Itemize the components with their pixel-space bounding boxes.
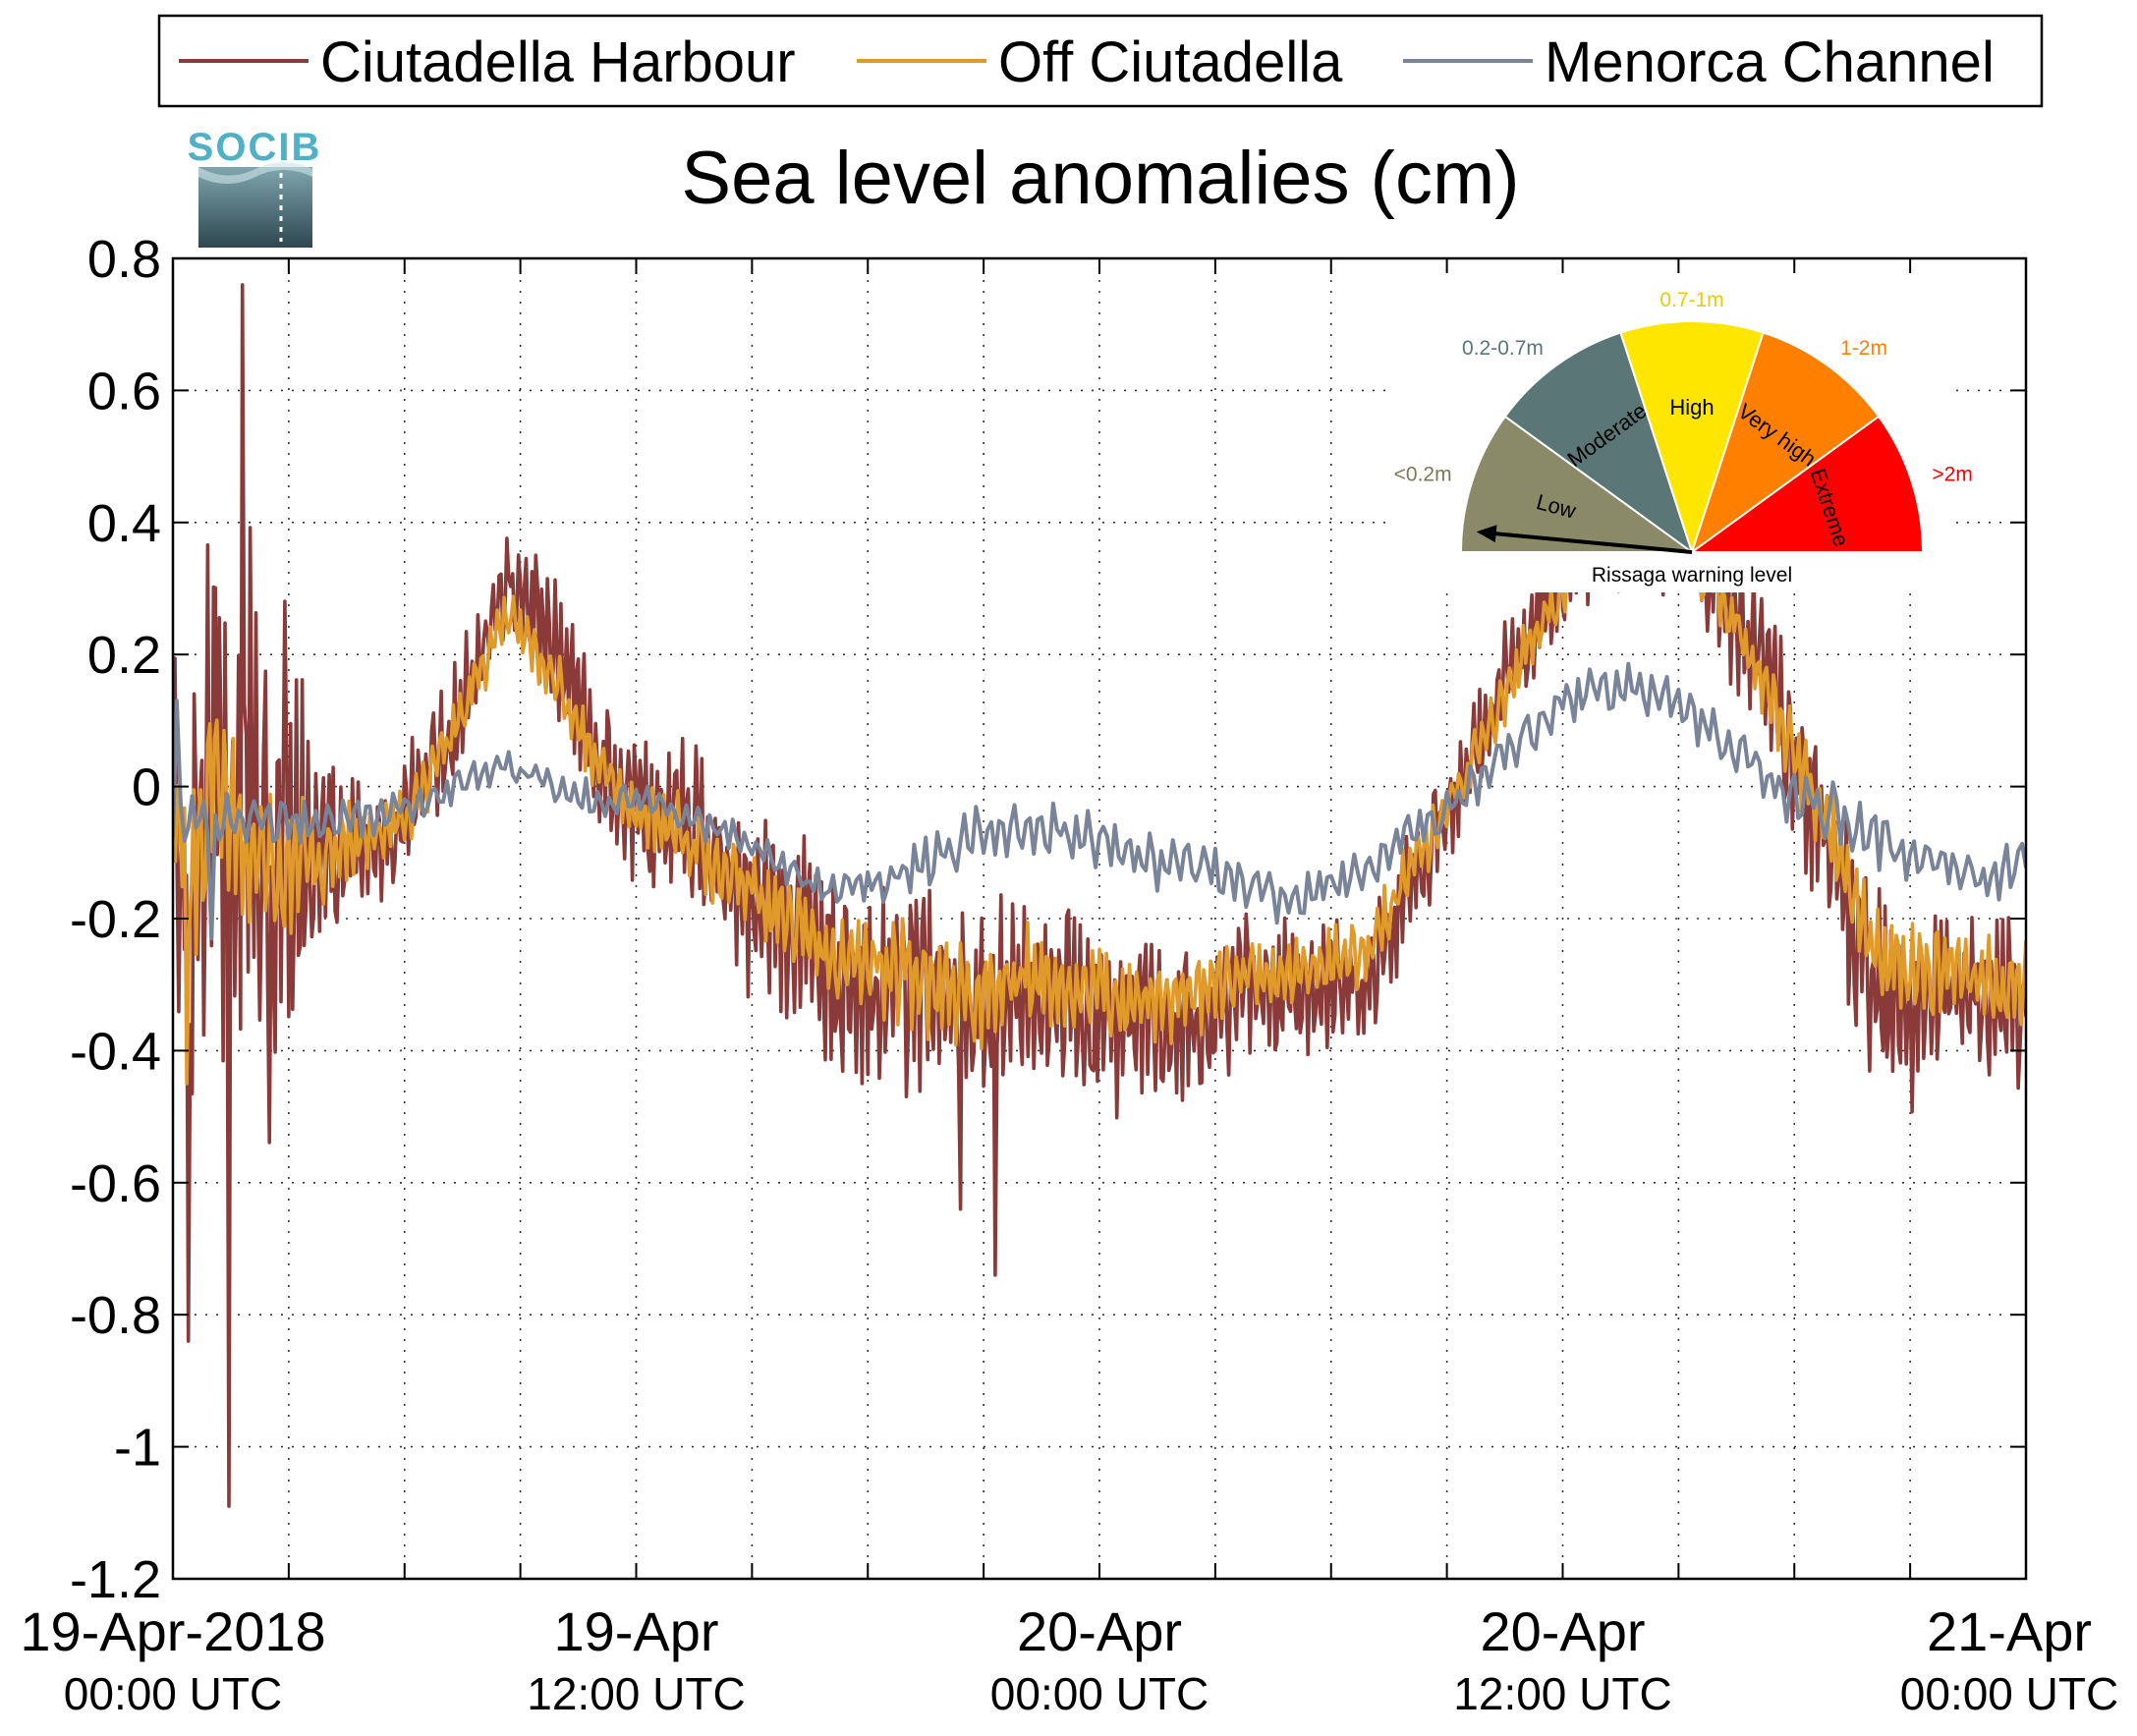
x-tick-date-label: 21-Apr	[1927, 1600, 2092, 1662]
socib-logo: SOCIB	[188, 126, 322, 248]
x-tick-date-label: 20-Apr	[1480, 1600, 1645, 1662]
legend-entry-ciutadella-harbour: Ciutadella Harbour	[179, 30, 796, 94]
x-tick-date-label: 20-Apr	[1017, 1600, 1182, 1662]
x-tick-time-label: 00:00 UTC	[64, 1668, 282, 1719]
series-line-menorca-channel	[173, 661, 2026, 941]
y-tick-label: -1.2	[70, 1550, 161, 1609]
y-tick-label: -0.2	[70, 890, 161, 949]
gauge-title: Rissaga warning level	[1592, 564, 1792, 587]
gauge-range-extreme: >2m	[1932, 464, 1972, 486]
gauge-range-high: 0.7-1m	[1659, 289, 1723, 311]
logo-wave-icon	[198, 162, 312, 184]
legend-entry-menorca-channel: Menorca Channel	[1403, 30, 1995, 94]
gauge-label-high: High	[1669, 395, 1714, 420]
gauge-segment-high	[1619, 320, 1765, 556]
x-tick-time-label: 00:00 UTC	[990, 1668, 1209, 1719]
y-tick-label: 0.8	[87, 230, 161, 289]
gauge-needle	[1480, 530, 1693, 554]
x-tick-time-label: 00:00 UTC	[1900, 1668, 2118, 1719]
legend-box	[157, 14, 2044, 108]
y-tick-label: 0.4	[87, 494, 161, 553]
legend-entry-off-ciutadella: Off Ciutadella	[857, 30, 1343, 94]
logo-text: SOCIB	[188, 126, 322, 169]
gauge-range-moderate: 0.2-0.7m	[1462, 337, 1544, 360]
gauge-range-low: <0.2m	[1394, 464, 1452, 486]
y-tick-label: -0.4	[70, 1022, 161, 1081]
y-tick-label: 0.6	[87, 362, 161, 420]
chart-title: Sea level anomalies (cm)	[681, 137, 1519, 220]
y-axis: 0.8 0.6 0.4 0.2 0 -0.2 -0.4 -0.6 -0.8 -1 -1.2	[70, 230, 2026, 1609]
y-tick-label: -0.8	[70, 1286, 161, 1345]
gauge-segment-moderate	[1503, 331, 1694, 555]
x-tick-time-label: 12:00 UTC	[1453, 1668, 1671, 1719]
legend-label-ciutadella-harbour: Ciutadella Harbour	[320, 30, 796, 94]
y-tick-label: 0.2	[87, 626, 161, 685]
gauge-segment-very-high	[1690, 331, 1881, 555]
legend: Ciutadella Harbour Off Ciutadella Menorc…	[157, 14, 2044, 108]
gauge-segment-extreme	[1688, 415, 1925, 553]
y-tick-label: 0	[132, 758, 161, 817]
legend-label-off-ciutadella: Off Ciutadella	[998, 30, 1343, 94]
gauge-needle-head	[1476, 525, 1497, 543]
x-tick-date-label: 19-Apr-2018	[20, 1600, 325, 1662]
x-tick-date-label: 19-Apr	[553, 1600, 718, 1662]
gauge-segment-low	[1459, 415, 1696, 553]
gauge-range-very-high: 1-2m	[1840, 337, 1887, 360]
y-tick-label: -0.6	[70, 1154, 161, 1213]
y-tick-label: -1	[114, 1419, 161, 1478]
x-tick-time-label: 12:00 UTC	[527, 1668, 745, 1719]
x-axis: 19-Apr-2018 00:00 UTC 19-Apr 12:00 UTC 20-Ap…	[20, 258, 2118, 1719]
legend-label-menorca-channel: Menorca Channel	[1545, 30, 1995, 94]
